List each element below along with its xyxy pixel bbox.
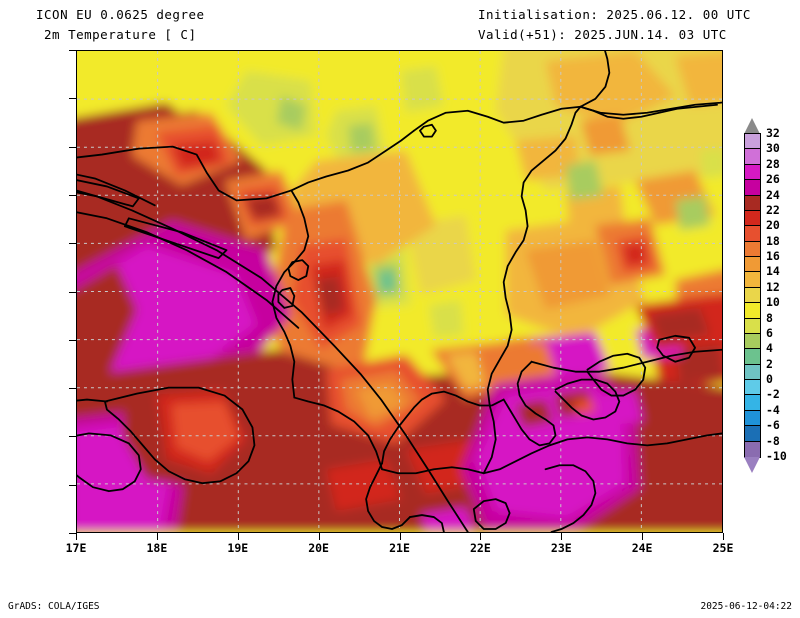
colorbar-over-arrow [744,118,760,134]
colorbar-band [745,164,760,181]
colorbar-band [745,149,760,165]
colorbar-band [745,410,760,427]
x-tick-21E: 21E [389,541,410,555]
colorbar-label: 14 [766,264,780,279]
colorbar-label: 6 [766,325,773,340]
colorbar-band [745,426,760,442]
temperature-field [77,51,722,532]
x-tick-20E: 20E [308,541,329,555]
colorbar-label: 2 [766,356,773,371]
colorbar-label: -8 [766,433,780,448]
colorbar-band [745,241,760,257]
footer-timestamp: 2025-06-12-04:22 [700,601,792,612]
colorbar-label: 26 [766,172,780,187]
colorbar-band [745,134,760,150]
colorbar-band [745,257,760,273]
temperature-colorbar [744,133,761,458]
colorbar-label: -10 [766,449,787,463]
colorbar-label: 30 [766,141,780,156]
colorbar-band [745,349,760,365]
colorbar-label: 28 [766,156,780,171]
colorbar-label: 8 [766,310,773,325]
x-tick-17E: 17E [65,541,87,555]
x-tick-22E: 22E [470,541,491,555]
colorbar-label: 4 [766,341,773,356]
colorbar-band [745,333,760,350]
colorbar-band [745,364,760,380]
colorbar-label: 22 [766,202,780,217]
colorbar-band [745,272,760,288]
colorbar-band [745,210,760,227]
colorbar-label: 18 [766,233,780,248]
colorbar-label: 16 [766,249,780,264]
colorbar-band [745,318,760,334]
colorbar-label: 20 [766,218,780,233]
valid-time-text: Valid(+51): 2025.JUN.14. 03 UTC [478,27,727,42]
x-tick-24E: 24E [631,541,653,555]
colorbar-label: 32 [766,126,780,140]
colorbar-under-arrow [744,457,760,473]
variable-title: 2m Temperature [ C] [44,27,197,42]
x-tick-23E: 23E [550,541,572,555]
colorbar-label: -6 [766,418,780,433]
colorbar-band [745,287,760,304]
colorbar-band [745,180,760,196]
temperature-map-plot [76,50,723,533]
colorbar-band [745,441,760,457]
colorbar-band [745,395,760,411]
colorbar-label: 10 [766,295,780,310]
colorbar-label: 12 [766,279,780,294]
colorbar-label: 24 [766,187,780,202]
colorbar-band [745,195,760,211]
colorbar-band [745,380,760,396]
model-title: ICON EU 0.0625 degree [36,7,205,22]
colorbar-label: -4 [766,402,780,417]
x-tick-19E: 19E [227,541,249,555]
colorbar-band [745,226,760,242]
colorbar-label: 0 [766,372,773,387]
colorbar-band [745,303,760,319]
footer-credit: GrADS: COLA/IGES [8,601,100,612]
colorbar-label: -2 [766,387,780,402]
initialisation-text: Initialisation: 2025.06.12. 00 UTC [478,7,751,22]
x-tick-25E: 25E [712,541,734,555]
x-tick-18E: 18E [146,541,168,555]
